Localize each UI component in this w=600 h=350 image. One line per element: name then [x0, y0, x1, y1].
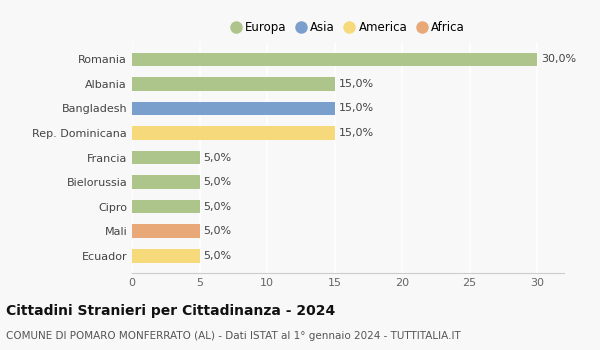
Text: 5,0%: 5,0%	[203, 153, 232, 162]
Text: Cittadini Stranieri per Cittadinanza - 2024: Cittadini Stranieri per Cittadinanza - 2…	[6, 304, 335, 318]
Text: COMUNE DI POMARO MONFERRATO (AL) - Dati ISTAT al 1° gennaio 2024 - TUTTITALIA.IT: COMUNE DI POMARO MONFERRATO (AL) - Dati …	[6, 331, 461, 341]
Text: 30,0%: 30,0%	[541, 54, 576, 64]
Bar	[132, 175, 199, 189]
Bar	[132, 151, 199, 164]
Bar	[132, 102, 335, 115]
Bar	[132, 77, 335, 91]
Text: 15,0%: 15,0%	[338, 128, 374, 138]
Text: 5,0%: 5,0%	[203, 177, 232, 187]
Bar	[132, 126, 335, 140]
Text: 5,0%: 5,0%	[203, 202, 232, 212]
Text: 5,0%: 5,0%	[203, 226, 232, 236]
Bar	[132, 200, 199, 214]
Bar	[132, 224, 199, 238]
Text: 15,0%: 15,0%	[338, 79, 374, 89]
Text: 15,0%: 15,0%	[338, 103, 374, 113]
Legend: Europa, Asia, America, Africa: Europa, Asia, America, Africa	[227, 18, 469, 38]
Bar	[132, 52, 537, 66]
Text: 5,0%: 5,0%	[203, 251, 232, 261]
Bar	[132, 249, 199, 262]
